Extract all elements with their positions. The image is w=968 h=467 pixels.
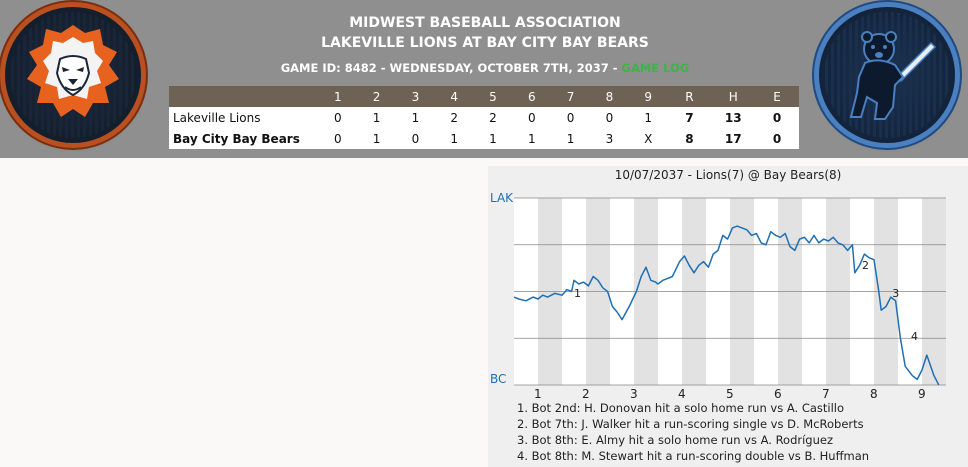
runs-header: R (667, 86, 712, 107)
inning-header: 2 (357, 86, 396, 107)
event-marker-label: 1 (574, 287, 581, 300)
x-tick-label: 5 (726, 387, 734, 401)
home-team-name[interactable]: Bay City Bay Bears (169, 128, 319, 149)
linescore-table: 1 2 3 4 5 6 7 8 9 R H E Lakeville Lions … (169, 86, 799, 149)
chart-title: 10/07/2037 - Lions(7) @ Bay Bears(8) (614, 168, 842, 182)
matchup-title: LAKEVILLE LIONS AT BAY CITY BAY BEARS (321, 35, 649, 51)
inning-header: 1 (318, 86, 358, 107)
team-column-header (169, 86, 319, 107)
inning-score: 0 (551, 107, 590, 128)
inning-score: 1 (628, 107, 668, 128)
inning-score: 0 (318, 107, 358, 128)
linescore-header-row: 1 2 3 4 5 6 7 8 9 R H E (169, 86, 799, 107)
inning-score: X (628, 128, 668, 149)
away-team-row: Lakeville Lions 0 1 1 2 2 0 0 0 1 7 13 0 (169, 107, 799, 128)
bear-batter-logo-icon[interactable] (819, 7, 955, 143)
game-header: MIDWEST BASEBALL ASSOCIATION LAKEVILLE L… (0, 0, 968, 158)
inning-score: 1 (357, 128, 396, 149)
x-tick-label: 8 (870, 387, 878, 401)
event-marker-label: 2 (862, 259, 869, 272)
inning-header: 7 (551, 86, 590, 107)
home-hits: 17 (711, 128, 756, 149)
inning-header: 4 (434, 86, 474, 107)
game-log-link[interactable]: GAME LOG (621, 61, 690, 75)
lion-logo-icon[interactable] (5, 7, 141, 143)
inning-score: 0 (396, 128, 435, 149)
y-axis-top-label: LAK (490, 191, 514, 205)
inning-score: 2 (473, 107, 513, 128)
home-runs: 8 (667, 128, 712, 149)
hits-header: H (711, 86, 756, 107)
inning-score: 0 (512, 107, 552, 128)
inning-score: 1 (512, 128, 552, 149)
x-tick-label: 4 (678, 387, 686, 401)
inning-score: 3 (589, 128, 629, 149)
win-probability-line (513, 225, 940, 386)
inning-header: 9 (628, 86, 668, 107)
x-tick-label: 3 (630, 387, 638, 401)
chart-note: 2. Bot 7th: J. Walker hit a run-scoring … (517, 417, 864, 431)
errors-header: E (755, 86, 799, 107)
chart-note: 4. Bot 8th: M. Stewart hit a run-scoring… (517, 449, 870, 463)
league-title: MIDWEST BASEBALL ASSOCIATION (349, 15, 621, 31)
away-runs: 7 (667, 107, 712, 128)
inning-score: 1 (551, 128, 590, 149)
inning-score: 2 (434, 107, 474, 128)
inning-header: 8 (589, 86, 629, 107)
inning-score: 1 (434, 128, 474, 149)
inning-score: 0 (589, 107, 629, 128)
win-probability-panel: 10/07/2037 - Lions(7) @ Bay Bears(8) LAK… (488, 166, 968, 467)
y-axis-bottom-label: BC (490, 372, 506, 386)
home-errors: 0 (755, 128, 799, 149)
inning-header: 6 (512, 86, 552, 107)
chart-note: 1. Bot 2nd: H. Donovan hit a solo home r… (517, 401, 845, 415)
away-hits: 13 (711, 107, 756, 128)
x-tick-label: 2 (582, 387, 590, 401)
x-tick-label: 1 (534, 387, 542, 401)
inning-score: 1 (357, 107, 396, 128)
x-tick-label: 6 (774, 387, 782, 401)
inning-score: 1 (473, 128, 513, 149)
inning-header: 5 (473, 86, 513, 107)
game-id-date: GAME ID: 8482 - WEDNESDAY, OCTOBER 7TH, … (280, 61, 622, 75)
home-team-row: Bay City Bay Bears 0 1 0 1 1 1 1 3 X 8 1… (169, 128, 799, 149)
inning-header: 3 (396, 86, 435, 107)
inning-score: 1 (396, 107, 435, 128)
win-probability-chart[interactable]: LAK BC 1 2 3 4 5 6 7 8 9 1 2 3 4 (488, 166, 968, 467)
inning-score: 0 (318, 128, 358, 149)
x-tick-label: 9 (918, 387, 926, 401)
event-marker-label: 4 (911, 330, 918, 343)
game-info: GAME ID: 8482 - WEDNESDAY, OCTOBER 7TH, … (170, 61, 800, 75)
x-tick-label: 7 (822, 387, 830, 401)
chart-note: 3. Bot 8th: E. Almy hit a solo home run … (517, 433, 834, 447)
away-team-name[interactable]: Lakeville Lions (169, 107, 319, 128)
event-marker-label: 3 (892, 287, 899, 300)
away-errors: 0 (755, 107, 799, 128)
